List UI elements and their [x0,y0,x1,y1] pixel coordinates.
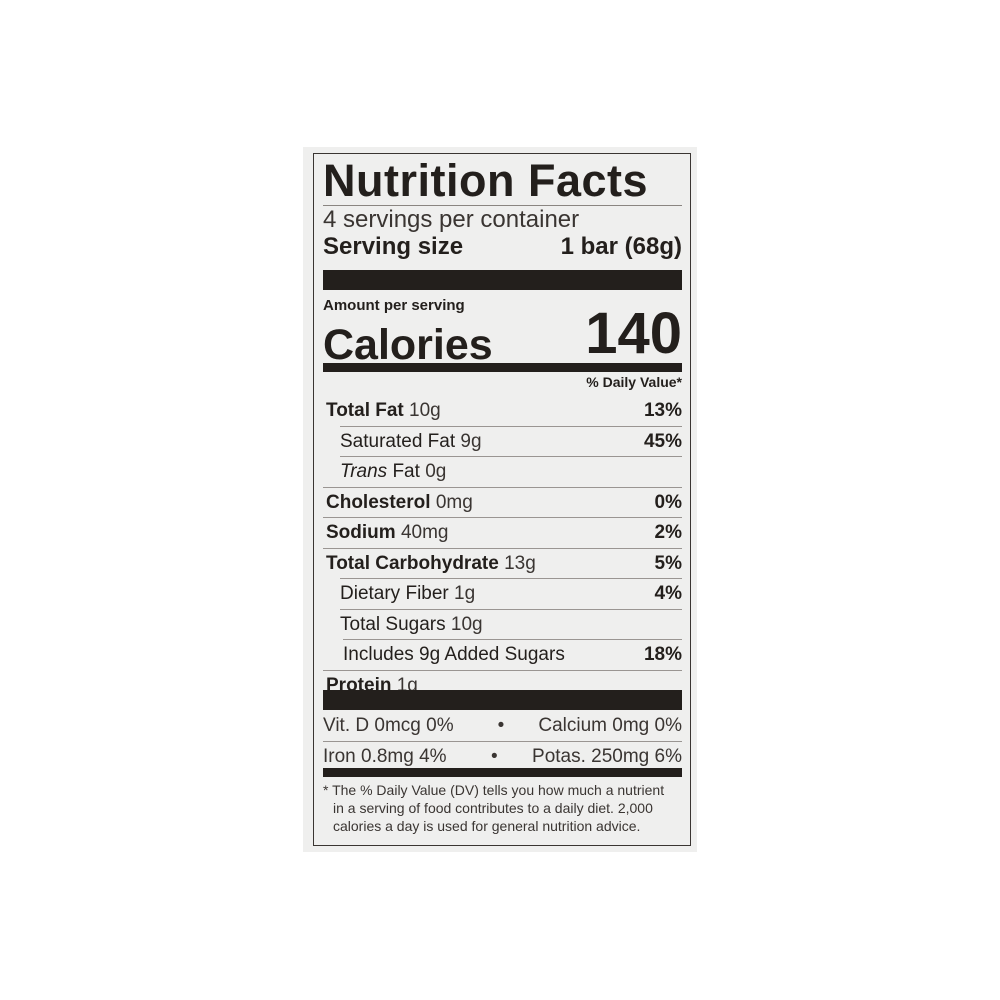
nutrient-daily-value: 18% [643,644,682,665]
calories-row: Calories 140 [323,302,682,371]
vitamin-row: Iron 0.8mg 4% • Potas. 250mg 6% [323,742,682,772]
nutrient-row: Dietary Fiber 1g 4% [323,579,682,609]
nutrient-name: Cholesterol 0mg [323,488,473,518]
divider [323,669,682,671]
nutrient-name: Total Sugars 10g [323,610,483,640]
nutrient-name: Dietary Fiber 1g [323,579,475,609]
nutrient-row: Trans Fat 0g [323,457,682,487]
nutrient-row: Total Carbohydrate 13g 5% [323,549,682,579]
nutrient-name: Saturated Fat 9g [323,427,482,457]
divider [323,486,682,488]
nutrient-label-suffix: Fat [387,461,420,482]
vitamin-row: Vit. D 0mcg 0% • Calcium 0mg 0% [323,711,682,741]
serving-size-label: Serving size [323,233,464,260]
divider [340,456,682,457]
nutrient-label: Dietary Fiber [340,583,449,604]
nutrient-row: Saturated Fat 9g 45% [323,427,682,457]
vitamin-list: Vit. D 0mcg 0% • Calcium 0mg 0% Iron 0.8mg … [323,711,682,772]
nutrient-row: Includes 9g Added Sugars 18% [323,640,682,670]
nutrient-label: Trans [340,461,388,482]
vitamin-mineral: Calcium 0mg 0% [538,715,682,736]
nutrient-list: Total Fat 10g 13% Saturated Fat 9g 45% Trans… [323,396,682,700]
nutrient-name: Total Fat 10g [323,396,441,426]
nutrient-amount: 0g [425,461,447,482]
footnote: * The % Daily Value (DV) tells you how m… [323,781,682,835]
divider [323,517,682,518]
nutrient-row: Cholesterol 0mg 0% [323,488,682,518]
nutrient-amount: 1g [454,583,476,604]
divider [340,578,682,579]
footnote-line: * The % Daily Value (DV) tells you how m… [323,782,665,798]
divider [340,425,682,427]
divider [323,205,682,206]
nutrient-amount: 13g [504,552,536,574]
divider [340,608,682,610]
nutrient-daily-value: 0% [654,491,682,513]
thick-divider [323,270,682,290]
nutrient-daily-value: 2% [654,522,682,543]
serving-size-value: 1 bar (68g) [560,233,682,260]
bullet-separator: • [497,715,505,736]
amount-per-serving: Amount per serving [323,297,465,314]
nutrient-name: Sodium 40mg [323,518,448,548]
nutrition-facts-label [313,153,691,846]
divider [323,741,682,742]
nutrient-name: Trans Fat 0g [323,457,446,487]
serving-size-row: Serving size 1 bar (68g) [323,232,682,262]
servings-per-container: 4 servings per container [323,206,580,233]
footnote-line: calories a day is used for general nutri… [333,818,641,834]
vitamin-mineral: Iron 0.8mg 4% [323,746,447,767]
nutrient-row: Total Fat 10g 13% [323,396,682,426]
nutrient-amount: 0mg [435,491,473,513]
label-title: Nutrition Facts [323,155,649,206]
nutrient-label: Sodium [326,522,396,543]
medium-divider [323,768,682,777]
nutrient-label: Includes 9g Added Sugars [343,644,565,665]
vitamin-mineral: Vit. D 0mcg 0% [323,715,454,736]
thick-divider [323,690,682,710]
calories-label: Calories [323,321,493,369]
nutrient-label: Total Carbohydrate [326,552,499,574]
footnote-line: in a serving of food contributes to a da… [333,800,653,816]
nutrient-amount: 10g [409,400,441,421]
nutrient-amount: 10g [450,613,483,635]
nutrient-amount: 9g [460,430,482,452]
nutrient-daily-value: 13% [643,400,682,421]
calories-value: 140 [585,301,682,366]
nutrient-daily-value: 4% [654,583,682,604]
label-background [303,147,697,852]
nutrient-name: Total Carbohydrate 13g [323,549,536,579]
nutrient-daily-value: 5% [654,552,682,574]
medium-divider [323,363,682,372]
vitamin-mineral: Potas. 250mg 6% [532,746,682,767]
bullet-separator: • [490,746,498,767]
nutrient-label: Saturated Fat [340,430,456,452]
daily-value-header: % Daily Value* [586,374,682,390]
nutrient-label: Total Fat [326,400,404,421]
nutrient-row: Sodium 40mg 2% [323,518,682,548]
nutrient-label: Cholesterol [326,491,431,513]
nutrient-row: Total Sugars 10g [323,610,682,640]
divider [343,639,682,640]
divider [323,547,682,549]
nutrient-name: Includes 9g Added Sugars [323,640,565,670]
nutrient-label: Total Sugars [340,613,446,635]
nutrient-daily-value: 45% [643,430,682,452]
nutrient-amount: 40mg [400,522,449,543]
